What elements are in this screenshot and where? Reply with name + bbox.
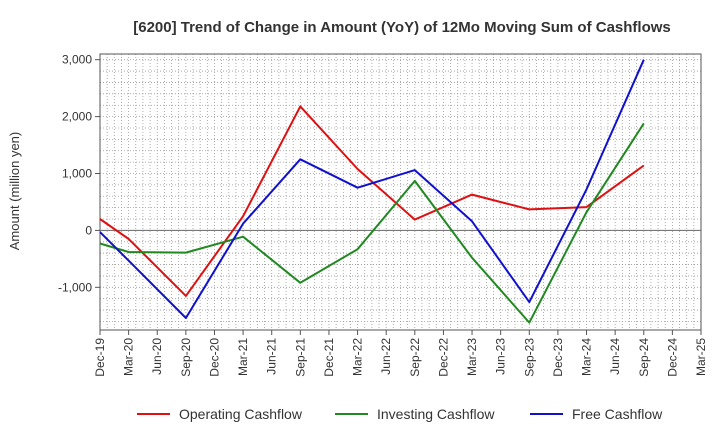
series-line-free-cashflow: [99, 59, 645, 319]
x-tick-label: Jun-20: [150, 338, 164, 375]
y-tick-label: 2,000: [62, 110, 92, 124]
x-tick-label: Dec-21: [322, 338, 336, 377]
x-tick-label: Sep-22: [408, 338, 422, 377]
legend-label: Free Cashflow: [572, 406, 663, 422]
x-tick-label: Sep-24: [637, 338, 651, 377]
x-tick-label: Dec-19: [93, 338, 107, 377]
x-tick-label: Sep-21: [293, 338, 307, 377]
series-lines: [99, 59, 645, 324]
x-tick-label: Mar-23: [465, 338, 479, 376]
x-tick-label: Mar-22: [351, 338, 365, 376]
x-tick-label: Mar-21: [236, 338, 250, 376]
x-tick-label: Mar-25: [694, 338, 708, 376]
x-tick-label: Dec-22: [436, 338, 450, 377]
y-tick-label: 3,000: [62, 53, 92, 67]
x-tick-label: Dec-23: [551, 338, 565, 377]
x-axis-ticks: Dec-19 Mar-20 Jun-20 Sep-20 Dec-20 Mar-21 Jun-…: [93, 330, 708, 377]
x-tick-label: Mar-20: [122, 338, 136, 376]
x-tick-label: Jun-23: [494, 338, 508, 375]
y-axis-ticks: -1,000 0 1,000 2,000 3,000: [58, 53, 100, 294]
legend-label: Operating Cashflow: [179, 406, 303, 422]
y-axis-label: Amount (million yen): [7, 132, 22, 251]
y-tick-label: -1,000: [58, 280, 92, 294]
x-tick-label: Jun-24: [608, 338, 622, 375]
x-tick-label: Mar-24: [580, 338, 594, 376]
chart-title: [6200] Trend of Change in Amount (YoY) o…: [133, 19, 671, 36]
x-tick-label: Sep-23: [522, 338, 536, 377]
y-tick-label: 0: [85, 223, 92, 237]
legend-label: Investing Cashflow: [377, 406, 495, 422]
x-tick-label: Jun-21: [265, 338, 279, 375]
legend: Operating Cashflow Investing Cashflow Free…: [137, 406, 663, 422]
y-tick-label: 1,000: [62, 167, 92, 181]
x-tick-label: Dec-24: [665, 338, 679, 377]
x-tick-label: Jun-22: [379, 338, 393, 375]
series-line-operating-cashflow: [99, 105, 645, 297]
x-tick-label: Dec-20: [207, 338, 221, 377]
plot-frame: [99, 53, 702, 331]
series-line-investing-cashflow: [99, 122, 645, 324]
x-tick-label: Sep-20: [179, 338, 193, 377]
